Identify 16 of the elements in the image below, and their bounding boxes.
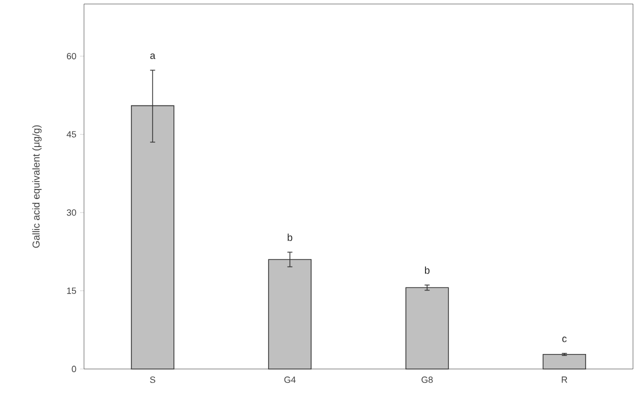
x-tick-label: R [562,376,568,383]
y-tick-label: 60 [66,52,76,60]
bar [542,354,586,370]
x-tick-label: G8 [422,376,433,383]
annotation: c [562,336,567,342]
bar [405,287,449,370]
x-tick-label: S [150,376,156,383]
y-tick-label: 45 [66,131,76,138]
annotation: b [424,266,430,274]
y-axis-title: Gallic acid equivalent (μg/g) [32,125,42,248]
annotation: a [150,54,156,60]
y-tick-label: 0 [72,366,76,372]
annotation: b [288,234,292,241]
y-tick-label: 30 [66,209,76,216]
x-tick-label: G4 [284,376,296,383]
y-tick-label: 15 [67,288,76,294]
